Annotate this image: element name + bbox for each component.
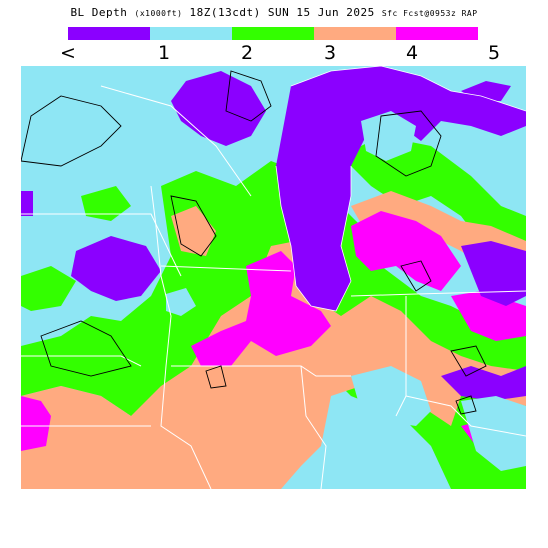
map-canvas [21, 66, 526, 489]
field-cyan-mi [361, 111, 416, 161]
legend-label-5: 5 [487, 42, 501, 64]
legend-swatch-0 [68, 27, 150, 40]
field-cyan-se2 [461, 396, 526, 471]
field-magenta-mi [351, 211, 461, 291]
contour-lines [21, 70, 487, 415]
map-title: BL Depth (x1000ft) 18Z(13cdt) SUN 15 Jun… [0, 6, 548, 19]
state-boundaries [21, 85, 526, 489]
field-purple-se [441, 366, 526, 401]
legend-label-4: 4 [405, 42, 419, 64]
field-magenta-center [191, 251, 331, 366]
legend-labels: < 1 2 3 4 5 [0, 42, 548, 64]
title-units: (x1000ft) [134, 9, 183, 18]
title-product: BL Depth [70, 6, 128, 19]
field-cyan-se [351, 366, 431, 426]
legend-label-2: 2 [240, 42, 254, 64]
color-legend [68, 27, 478, 40]
lake-shorelines [275, 66, 526, 312]
field-purple-lake-east [461, 241, 526, 306]
legend-swatch-2 [232, 27, 314, 40]
field-magenta-sw [21, 396, 51, 451]
bl-depth-map [21, 66, 526, 489]
legend-label-3: 3 [323, 42, 337, 64]
field-green-west [21, 266, 76, 311]
title-init: Sfc Fcst@0953z RAP [381, 9, 478, 18]
legend-label-1: 1 [157, 42, 171, 64]
field-orange-west-blob [171, 206, 216, 256]
field-green-nw [81, 186, 131, 221]
field-cyan-mid [166, 288, 196, 316]
field-orange-south [21, 241, 526, 489]
field-purple-lake-superior [276, 66, 526, 311]
legend-swatch-3 [314, 27, 396, 40]
field-purple-mn [71, 236, 161, 301]
legend-swatch-1 [150, 27, 232, 40]
legend-swatch-4 [396, 27, 478, 40]
legend-label-0: < [60, 42, 76, 64]
title-valid-time: 18Z(13cdt) SUN 15 Jun 2025 [189, 6, 375, 19]
field-purple-ne [461, 81, 511, 101]
field-purple-nw-edge [21, 191, 33, 216]
